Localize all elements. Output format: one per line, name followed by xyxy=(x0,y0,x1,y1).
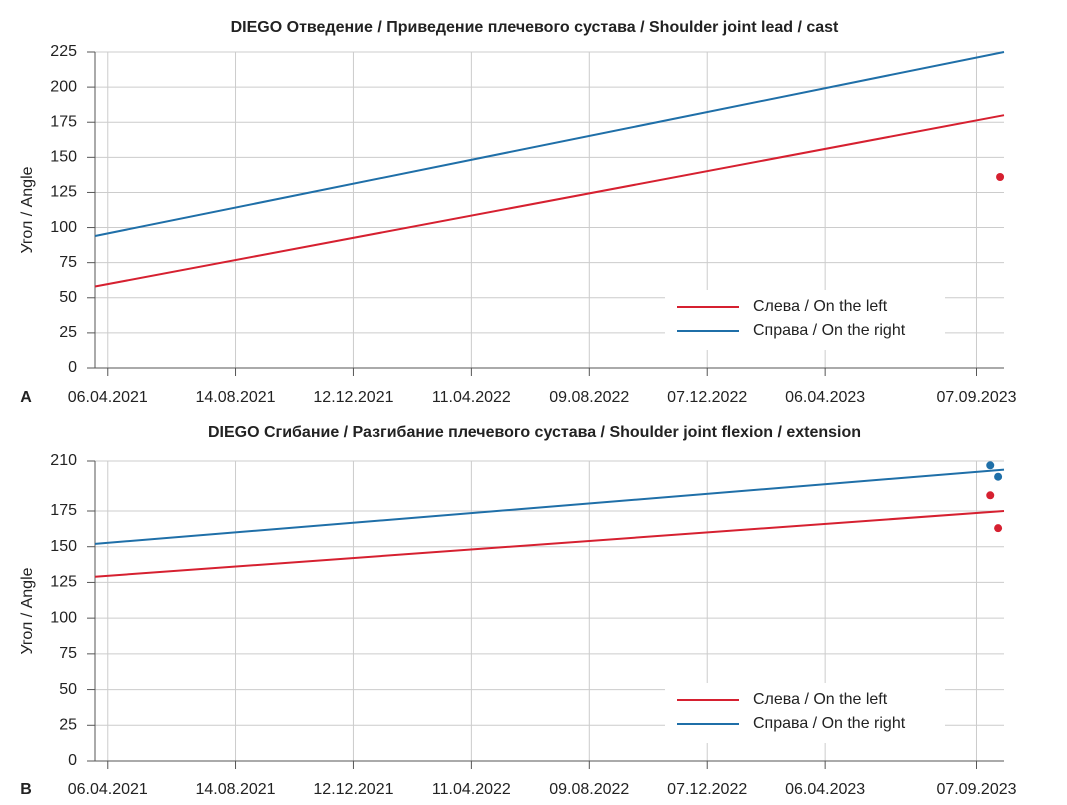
trend-line xyxy=(94,51,1005,237)
y-tick-label: 225 xyxy=(50,43,77,60)
x-tick-label: 09.08.2022 xyxy=(549,389,629,406)
y-tick-label: 0 xyxy=(68,359,77,376)
trend-line xyxy=(94,114,1005,288)
panel-label: B xyxy=(20,781,32,798)
y-tick-label: 150 xyxy=(50,149,77,166)
x-tick-label: 07.12.2022 xyxy=(667,781,747,798)
x-tick-label: 07.12.2022 xyxy=(667,389,747,406)
data-point xyxy=(994,472,1003,481)
data-point xyxy=(996,172,1005,181)
y-tick-label: 50 xyxy=(59,289,77,306)
y-tick-label: 25 xyxy=(59,324,77,341)
data-point xyxy=(986,491,995,500)
x-tick-label: 06.04.2023 xyxy=(785,781,865,798)
legend-label: Справа / On the right xyxy=(753,715,906,732)
y-tick-label: 100 xyxy=(50,609,77,626)
data-point xyxy=(994,524,1003,533)
y-tick-label: 25 xyxy=(59,717,77,734)
chart-title: DIEGO Отведение / Приведение плечевого с… xyxy=(231,19,839,36)
legend-label: Слева / On the left xyxy=(753,298,888,315)
legend-box xyxy=(665,290,945,350)
y-tick-label: 50 xyxy=(59,681,77,698)
panel-label: A xyxy=(20,389,32,406)
y-tick-label: 150 xyxy=(50,538,77,555)
y-tick-label: 100 xyxy=(50,219,77,236)
y-axis-label: Угол / Angle xyxy=(19,567,36,654)
legend-label: Слева / On the left xyxy=(753,691,888,708)
x-tick-label: 06.04.2021 xyxy=(68,781,148,798)
data-point xyxy=(986,461,995,470)
chart-title: DIEGO Сгибание / Разгибание плечевого су… xyxy=(208,424,861,441)
x-tick-label: 11.04.2022 xyxy=(432,389,511,406)
x-tick-label: 07.09.2023 xyxy=(936,389,1016,406)
x-tick-label: 07.09.2023 xyxy=(936,781,1016,798)
trend-line xyxy=(94,510,1005,578)
x-tick-label: 09.08.2022 xyxy=(549,781,629,798)
y-tick-label: 75 xyxy=(59,645,77,662)
y-tick-label: 210 xyxy=(50,452,77,469)
x-tick-label: 12.12.2021 xyxy=(313,389,393,406)
y-tick-label: 175 xyxy=(50,502,77,519)
x-tick-label: 14.08.2021 xyxy=(195,389,275,406)
trend-line xyxy=(94,468,1005,545)
y-axis-label: Угол / Angle xyxy=(19,166,36,253)
x-tick-label: 06.04.2023 xyxy=(785,389,865,406)
y-tick-label: 125 xyxy=(50,184,77,201)
y-tick-label: 125 xyxy=(50,574,77,591)
y-tick-label: 175 xyxy=(50,113,77,130)
y-tick-label: 200 xyxy=(50,78,77,95)
x-tick-label: 06.04.2021 xyxy=(68,389,148,406)
x-tick-label: 12.12.2021 xyxy=(313,781,393,798)
y-tick-label: 0 xyxy=(68,752,77,769)
x-tick-label: 14.08.2021 xyxy=(195,781,275,798)
y-tick-label: 75 xyxy=(59,254,77,271)
legend-box xyxy=(665,683,945,743)
legend-label: Справа / On the right xyxy=(753,322,906,339)
x-tick-label: 11.04.2022 xyxy=(432,781,511,798)
